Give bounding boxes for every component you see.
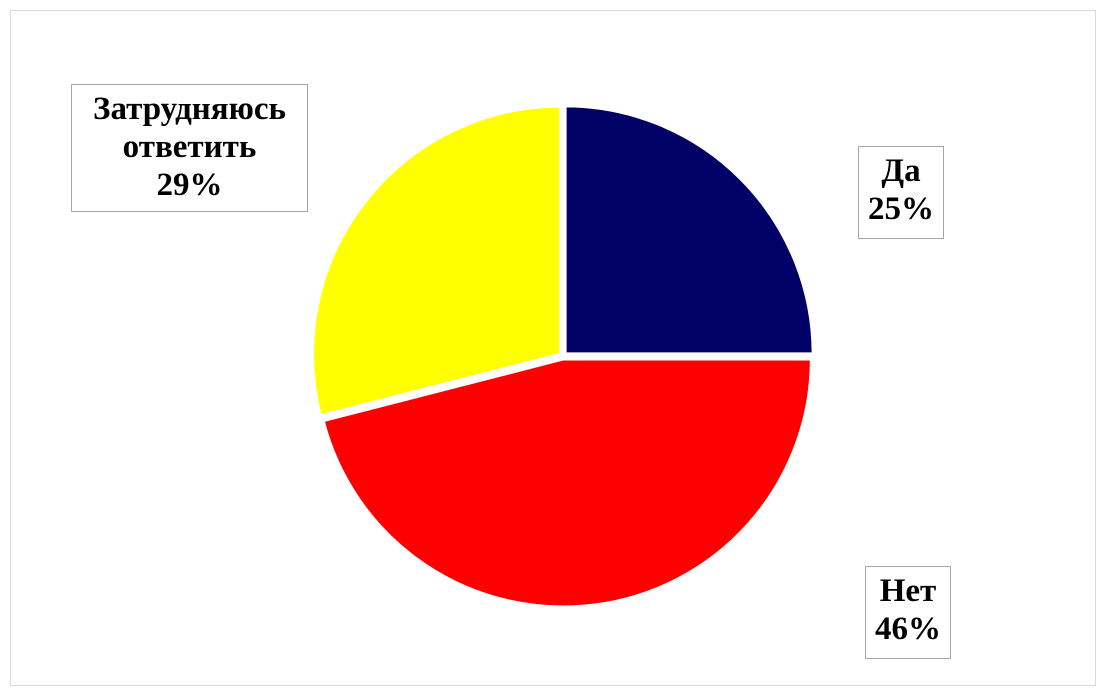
pie-slice-1 — [321, 357, 813, 609]
data-label-net-name: Нет — [879, 573, 937, 609]
data-label-zatrudnyayus: Затрудняюсь ответить 29% — [71, 84, 308, 212]
data-label-zatrudnyayus-line1: Затрудняюсь — [93, 91, 286, 127]
pie-slice-2 — [311, 104, 563, 418]
data-label-da: Да 25% — [858, 146, 944, 239]
data-label-net: Нет 46% — [865, 566, 951, 659]
data-label-da-percent: 25% — [868, 191, 934, 227]
data-label-zatrudnyayus-percent: 29% — [156, 167, 223, 203]
data-label-net-percent: 46% — [875, 611, 941, 647]
data-label-da-name: Да — [881, 153, 921, 189]
data-label-zatrudnyayus-line2: ответить — [122, 129, 257, 165]
pie-slice-0 — [563, 104, 815, 356]
